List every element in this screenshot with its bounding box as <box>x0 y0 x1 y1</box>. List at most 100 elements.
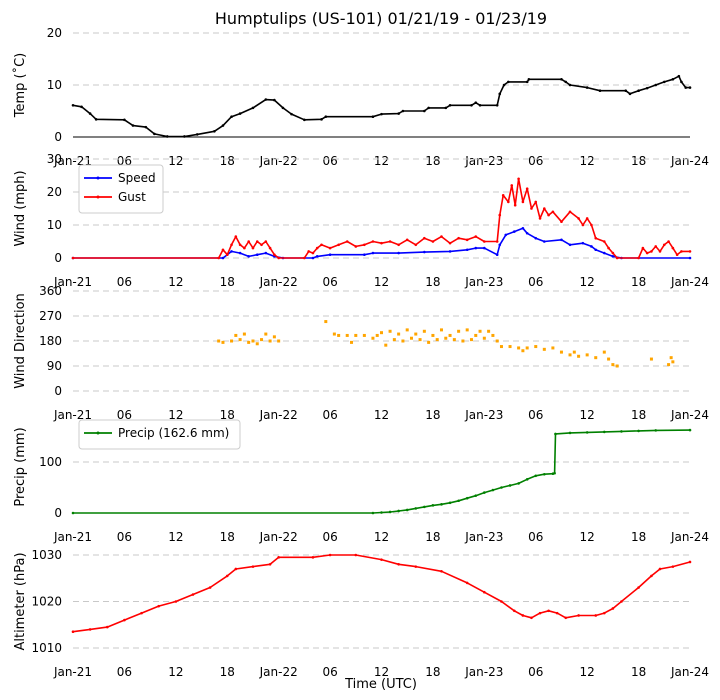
data-point-dir <box>439 328 443 332</box>
data-point-wind <box>273 253 276 256</box>
data-point-temp <box>654 83 658 87</box>
data-point-dir <box>431 333 435 337</box>
data-point-alt <box>688 560 692 564</box>
data-point-dir <box>444 336 448 340</box>
y-tick-label-temp: 10 <box>47 78 62 92</box>
data-point-dir <box>457 329 461 333</box>
data-point-wind <box>260 243 263 247</box>
data-point-wind <box>354 245 358 248</box>
data-point-precip <box>474 494 478 497</box>
data-point-temp <box>560 77 563 81</box>
data-point-wind <box>230 243 233 247</box>
y-tick-label-dir: 270 <box>39 309 62 323</box>
data-point-wind <box>501 194 505 197</box>
data-point-dir <box>388 329 392 333</box>
data-point-precip <box>585 431 589 434</box>
data-point-temp <box>221 124 225 127</box>
x-tick-label-dir: 18 <box>425 408 440 422</box>
data-point-wind <box>268 246 272 250</box>
data-point-precip <box>465 496 469 500</box>
data-point-alt <box>140 611 143 615</box>
data-point-wind <box>504 233 508 237</box>
x-tick-label-temp: 12 <box>580 154 595 168</box>
data-point-wind <box>234 235 238 238</box>
data-point-dir <box>649 357 653 361</box>
data-point-dir <box>409 336 413 340</box>
data-point-temp <box>680 80 683 84</box>
data-point-temp <box>230 115 233 119</box>
data-point-temp <box>684 86 688 89</box>
data-point-wind <box>667 240 670 243</box>
data-point-temp <box>131 124 135 127</box>
x-tick-label-precip: 06 <box>117 530 132 544</box>
data-point-wind <box>457 236 460 240</box>
data-point-temp <box>324 115 328 119</box>
x-tick-label-alt: 12 <box>168 665 183 679</box>
x-tick-label-precip: 12 <box>374 530 389 544</box>
data-point-alt <box>538 611 542 615</box>
data-point-wind <box>607 246 610 250</box>
data-point-alt <box>191 593 195 596</box>
data-point-alt <box>611 607 615 610</box>
x-tick-label-precip: 18 <box>425 530 440 544</box>
data-point-alt <box>658 567 662 571</box>
panel-wind: 0 10 20 30 Jan-21 06 12 18 Jan-22 06 12 18 Jan-23 06 1… <box>13 152 709 289</box>
data-point-temp <box>264 98 268 101</box>
data-point-wind <box>568 243 572 247</box>
data-point-wind <box>513 230 516 233</box>
data-point-wind <box>671 246 675 250</box>
data-point-wind <box>311 251 315 255</box>
data-point-dir <box>230 339 234 343</box>
data-point-alt <box>465 581 469 585</box>
x-tick-label-precip: Jan-23 <box>464 530 503 544</box>
data-point-wind <box>380 241 383 245</box>
data-point-wind <box>641 246 645 250</box>
data-point-temp <box>688 86 692 89</box>
x-tick-label-dir: 12 <box>374 408 389 422</box>
y-tick-label-precip: 100 <box>39 455 62 469</box>
data-point-wind <box>585 217 589 220</box>
data-point-alt <box>440 569 443 573</box>
data-point-wind <box>315 246 319 250</box>
data-point-dir <box>469 338 473 342</box>
data-point-temp <box>281 106 285 110</box>
data-point-temp <box>153 132 156 136</box>
data-point-dir <box>478 329 482 333</box>
data-point-temp <box>568 83 572 87</box>
data-point-wind <box>521 227 525 230</box>
data-point-temp <box>502 83 506 87</box>
data-point-dir <box>577 354 581 358</box>
data-point-wind <box>483 240 486 243</box>
data-point-dir <box>414 332 418 336</box>
data-point-temp <box>585 86 589 89</box>
data-point-wind <box>431 240 435 243</box>
data-point-alt <box>234 567 238 571</box>
x-tick-label-alt: 18 <box>631 665 646 679</box>
data-point-dir <box>482 336 486 340</box>
y-tick-label-alt: 1020 <box>31 595 62 609</box>
x-tick-label-dir: 18 <box>220 408 235 422</box>
y-tick-label-wind: 0 <box>54 251 62 265</box>
data-point-alt <box>277 556 280 559</box>
series-line-precip-precip <box>73 429 691 514</box>
data-point-precip <box>525 478 529 481</box>
y-axis-title-wind: Wind (mph) <box>13 170 28 246</box>
x-tick-label-dir: 06 <box>322 408 337 422</box>
legend-marker-wind <box>96 195 100 199</box>
data-point-temp <box>645 86 649 90</box>
data-point-temp <box>320 118 323 121</box>
data-point-alt <box>311 556 315 559</box>
data-point-wind <box>680 250 683 253</box>
data-point-wind <box>371 251 375 255</box>
data-point-temp <box>165 135 169 138</box>
data-point-precip <box>508 484 512 487</box>
data-point-dir <box>521 349 525 353</box>
panel-precip: 0 100 Jan-21 06 12 18 Jan-22 06 12 18 Jan-23 06 12 18… <box>13 419 709 544</box>
x-tick-label-dir: Jan-24 <box>670 408 709 422</box>
x-tick-label-dir: 12 <box>580 408 595 422</box>
x-tick-label-alt: 06 <box>322 665 337 679</box>
x-tick-label-temp: 06 <box>322 154 337 168</box>
data-point-wind <box>474 246 478 250</box>
data-point-precip <box>543 472 546 476</box>
